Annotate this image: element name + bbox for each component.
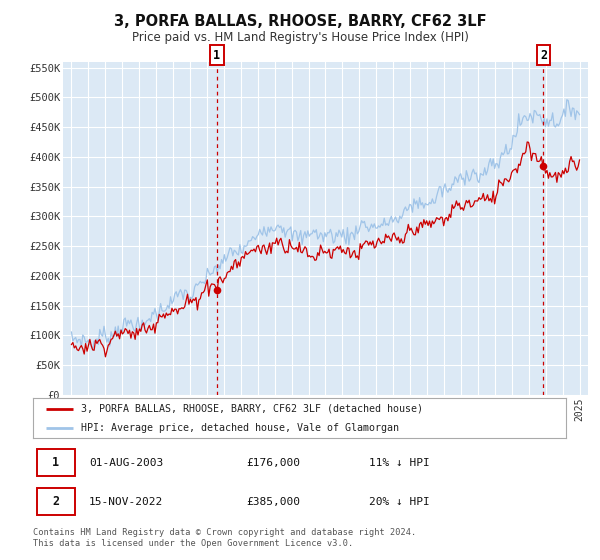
Text: £176,000: £176,000 — [246, 458, 300, 468]
Text: 3, PORFA BALLAS, RHOOSE, BARRY, CF62 3LF: 3, PORFA BALLAS, RHOOSE, BARRY, CF62 3LF — [113, 14, 487, 29]
Text: 2: 2 — [540, 49, 547, 62]
Text: This data is licensed under the Open Government Licence v3.0.: This data is licensed under the Open Gov… — [33, 539, 353, 548]
Text: HPI: Average price, detached house, Vale of Glamorgan: HPI: Average price, detached house, Vale… — [81, 423, 399, 433]
Text: 1: 1 — [213, 49, 220, 62]
Text: 1: 1 — [52, 456, 59, 469]
Text: Price paid vs. HM Land Registry's House Price Index (HPI): Price paid vs. HM Land Registry's House … — [131, 31, 469, 44]
Text: 20% ↓ HPI: 20% ↓ HPI — [368, 497, 430, 507]
FancyBboxPatch shape — [37, 488, 75, 515]
Text: Contains HM Land Registry data © Crown copyright and database right 2024.: Contains HM Land Registry data © Crown c… — [33, 528, 416, 536]
Text: 3, PORFA BALLAS, RHOOSE, BARRY, CF62 3LF (detached house): 3, PORFA BALLAS, RHOOSE, BARRY, CF62 3LF… — [81, 404, 423, 414]
Text: 01-AUG-2003: 01-AUG-2003 — [89, 458, 163, 468]
Text: 11% ↓ HPI: 11% ↓ HPI — [368, 458, 430, 468]
FancyBboxPatch shape — [37, 449, 75, 476]
Text: £385,000: £385,000 — [246, 497, 300, 507]
Text: 15-NOV-2022: 15-NOV-2022 — [89, 497, 163, 507]
Text: 2: 2 — [52, 495, 59, 508]
